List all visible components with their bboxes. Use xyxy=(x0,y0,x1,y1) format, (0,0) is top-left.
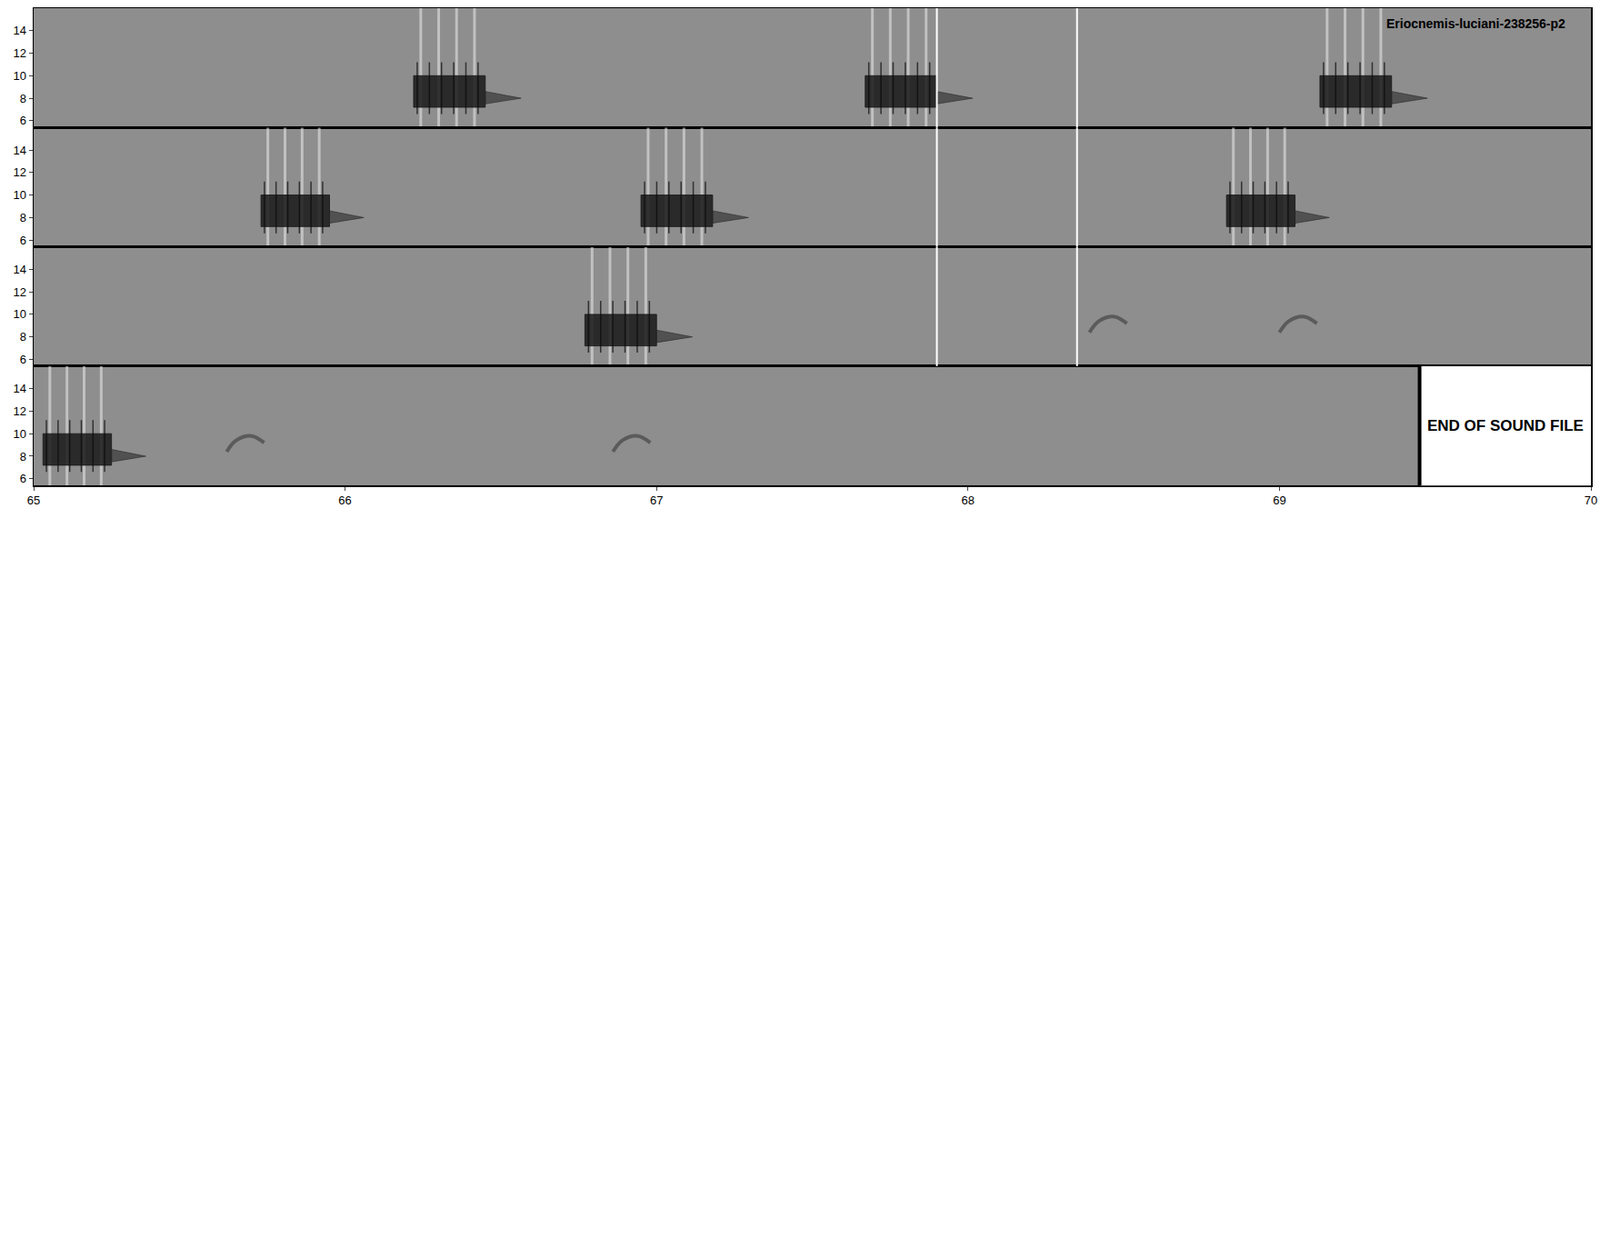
svg-text:6: 6 xyxy=(20,352,27,367)
svg-text:8: 8 xyxy=(20,91,27,106)
svg-text:6: 6 xyxy=(20,233,27,248)
svg-text:6: 6 xyxy=(20,113,27,128)
svg-text:12: 12 xyxy=(12,285,26,300)
svg-text:Eriocnemis-luciani-238256-p2: Eriocnemis-luciani-238256-p2 xyxy=(1386,16,1566,31)
svg-text:14: 14 xyxy=(12,262,26,277)
svg-text:70: 70 xyxy=(1584,493,1598,508)
svg-text:8: 8 xyxy=(20,450,27,464)
svg-text:69: 69 xyxy=(1272,493,1286,508)
svg-text:68: 68 xyxy=(961,493,975,508)
svg-text:END OF SOUND FILE: END OF SOUND FILE xyxy=(1427,417,1584,435)
svg-text:12: 12 xyxy=(12,165,26,180)
svg-text:65: 65 xyxy=(27,493,40,508)
svg-text:8: 8 xyxy=(20,330,27,344)
svg-text:12: 12 xyxy=(12,46,26,60)
svg-text:14: 14 xyxy=(12,23,26,38)
svg-text:10: 10 xyxy=(12,188,26,202)
svg-text:10: 10 xyxy=(12,69,26,83)
svg-text:10: 10 xyxy=(12,427,26,441)
svg-text:6: 6 xyxy=(20,471,27,486)
svg-text:10: 10 xyxy=(12,307,26,321)
svg-text:14: 14 xyxy=(12,381,26,396)
svg-text:8: 8 xyxy=(20,210,27,225)
svg-text:67: 67 xyxy=(650,493,663,508)
svg-text:12: 12 xyxy=(12,404,26,419)
svg-text:66: 66 xyxy=(338,493,351,508)
svg-text:14: 14 xyxy=(12,143,26,158)
